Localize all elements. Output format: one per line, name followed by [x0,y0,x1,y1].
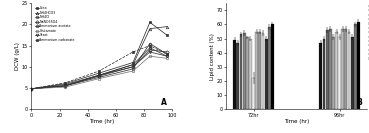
X-axis label: Time (hr): Time (hr) [89,119,114,124]
Bar [246,37,249,109]
Bar [268,27,270,109]
Bar [233,40,236,109]
Bar [271,24,274,109]
Bar [258,32,261,109]
X-axis label: Time (hr): Time (hr) [284,119,309,124]
Bar [243,33,246,109]
Text: B: B [356,98,362,107]
Bar [320,43,323,109]
Bar [329,29,332,109]
Bar [265,39,268,109]
Bar [323,39,325,109]
Bar [249,39,252,109]
Bar [354,24,357,109]
Y-axis label: DCW (g/L): DCW (g/L) [15,42,20,70]
Bar [335,32,338,109]
Bar [357,22,360,109]
Y-axis label: Lipid content (%): Lipid content (%) [210,33,215,80]
Bar [341,29,344,109]
Bar [252,78,255,109]
Bar [338,37,341,109]
Bar [239,34,242,109]
Bar [237,43,239,109]
Bar [348,32,351,109]
Text: A: A [161,98,167,107]
Bar [255,32,258,109]
Bar [345,29,347,109]
Bar [351,37,354,109]
Bar [332,37,335,109]
Legend: Urea, NH4HCO3, NH4Cl, NaNO3SO4, Ammonium acetate, Glutamate, Yeast, Ammonium car: Urea, NH4HCO3, NH4Cl, NaNO3SO4, Ammonium… [34,6,75,42]
Bar [262,33,264,109]
Bar [326,30,328,109]
